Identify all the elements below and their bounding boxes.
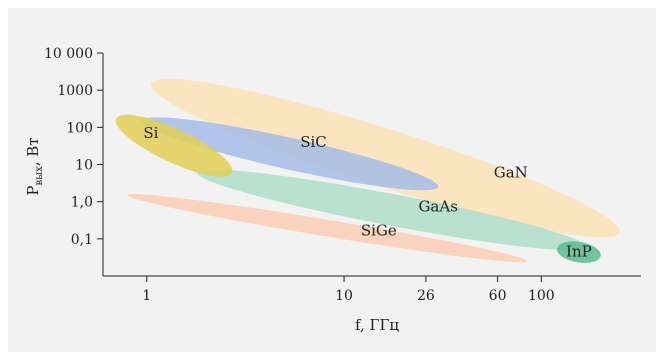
x-tick-label: 60: [489, 288, 507, 304]
y-axis-title-main: P: [24, 186, 42, 196]
region-si: [115, 114, 233, 177]
region-sige: [127, 194, 528, 263]
x-tick-label: 10: [335, 288, 353, 304]
y-axis-title: Pвых, Вт: [24, 137, 45, 195]
y-axis-title-unit: , Вт: [24, 137, 42, 166]
region-gaas: [197, 169, 587, 251]
region-labels-layer: GaN SiC GaAs SiGe Si InP: [143, 124, 591, 261]
y-tick-label: 100: [66, 120, 93, 136]
x-axis-title: f, ГГц: [355, 316, 399, 334]
region-inp: [556, 241, 601, 263]
region-gan: [150, 78, 621, 238]
axes-layer: 10 000 1000 100 10 1,0 0,1 1 10 26 60 100 f, ГГц Pвы…: [24, 46, 641, 334]
y-tick-label: 10 000: [44, 46, 93, 62]
region-label-gaas: GaAs: [418, 197, 457, 215]
y-tick-label: 1000: [57, 83, 93, 99]
y-tick-label: 1,0: [71, 195, 93, 211]
chart-figure: 10 000 1000 100 10 1,0 0,1 1 10 26 60 100 f, ГГц Pвы…: [8, 8, 656, 352]
region-label-inp: InP: [566, 243, 592, 261]
power-frequency-chart: 10 000 1000 100 10 1,0 0,1 1 10 26 60 100 f, ГГц Pвы…: [24, 46, 641, 334]
y-tick-label: 0,1: [71, 232, 93, 248]
x-tick-label: 26: [417, 288, 435, 304]
region-label-sige: SiGe: [361, 221, 397, 239]
x-tick-label: 100: [528, 288, 555, 304]
region-label-gan: GaN: [494, 164, 528, 182]
regions-layer: [115, 78, 621, 263]
y-tick-label: 10: [75, 158, 93, 174]
x-tick-label: 1: [142, 288, 151, 304]
region-label-sic: SiC: [300, 133, 327, 151]
region-label-si: Si: [143, 124, 158, 142]
svg-text:Pвых, Вт: Pвых, Вт: [24, 137, 45, 195]
y-axis-title-sub: вых: [34, 166, 45, 186]
region-sic: [142, 117, 439, 191]
